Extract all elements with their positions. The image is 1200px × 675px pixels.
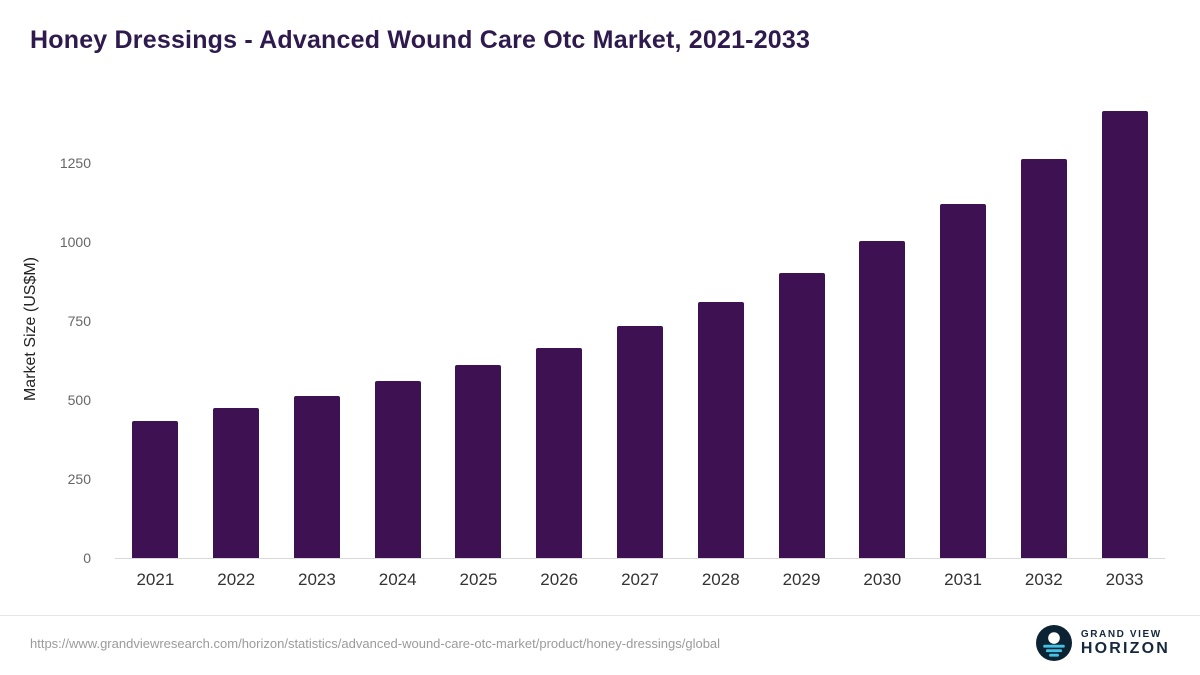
bar-column: 2022 (196, 100, 277, 589)
bar-2030[interactable] (859, 240, 906, 558)
x-tick-label: 2033 (1105, 570, 1144, 589)
bar-column: 2025 (438, 100, 519, 589)
bar-column: 2031 (923, 100, 1004, 589)
bar-2033[interactable] (1101, 111, 1148, 558)
x-tick-label: 2027 (621, 570, 659, 589)
brand-name-top: GRAND VIEW (1080, 628, 1162, 640)
bar-column: 2023 (277, 100, 358, 589)
x-tick-label: 2022 (217, 570, 256, 589)
bar-column: 2024 (357, 100, 438, 589)
horizon-logo-icon (1035, 625, 1072, 661)
bar-column: 2028 (680, 100, 761, 589)
x-tick-label: 2026 (540, 570, 579, 589)
x-tick-label: 2028 (701, 570, 740, 589)
x-tick-label: 2032 (1024, 570, 1063, 589)
bar-2022[interactable] (213, 407, 260, 558)
source-url: https://www.grandviewresearch.com/horizo… (30, 636, 721, 651)
x-tick-label: 2021 (136, 570, 175, 589)
y-axis-ticks: 0 250 500 750 1000 1250 (0, 100, 105, 566)
x-tick-label: 2025 (459, 570, 498, 589)
bar-2029[interactable] (778, 273, 825, 558)
x-tick-label: 2030 (863, 570, 902, 589)
x-tick-label: 2023 (298, 570, 336, 589)
y-tick-label: 500 (67, 392, 91, 409)
bar-2025[interactable] (455, 365, 502, 558)
bar-2031[interactable] (940, 203, 987, 558)
x-tick-label: 2024 (378, 570, 417, 589)
bar-2028[interactable] (697, 302, 744, 558)
bar-column: 2030 (842, 100, 923, 589)
bar-column: 2032 (1003, 100, 1084, 589)
bar-column: 2026 (519, 100, 600, 589)
chart-title: Honey Dressings - Advanced Wound Care Ot… (30, 26, 811, 54)
brand-text: GRAND VIEW HORIZON (1081, 629, 1170, 658)
bar-column: 2033 (1084, 100, 1165, 589)
y-tick-label: 1250 (59, 155, 91, 172)
bar-2026[interactable] (536, 347, 583, 558)
brand-name-bottom: HORIZON (1080, 639, 1170, 657)
y-tick-label: 250 (67, 471, 91, 488)
x-tick-label: 2029 (782, 570, 821, 589)
bar-column: 2021 (115, 100, 196, 589)
bar-2021[interactable] (132, 420, 179, 558)
y-tick-label: 0 (83, 550, 91, 566)
brand-logo: GRAND VIEW HORIZON (1035, 625, 1170, 661)
bar-2024[interactable] (374, 381, 421, 558)
bar-2023[interactable] (293, 395, 340, 558)
bar-2027[interactable] (616, 325, 663, 558)
bar-2032[interactable] (1020, 159, 1067, 558)
bar-column: 2029 (761, 100, 842, 589)
y-tick-label: 750 (67, 313, 91, 330)
y-tick-label: 1000 (59, 234, 91, 251)
footer-divider (0, 615, 1200, 616)
plot-area: 2021 2022 2023 2024 2025 2026 2027 2028 2029 2030… (115, 100, 1165, 589)
x-tick-label: 2031 (944, 570, 982, 589)
bar-column: 2027 (600, 100, 681, 589)
